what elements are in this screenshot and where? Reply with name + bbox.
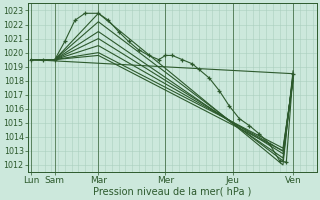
X-axis label: Pression niveau de la mer( hPa ): Pression niveau de la mer( hPa ) — [93, 187, 252, 197]
